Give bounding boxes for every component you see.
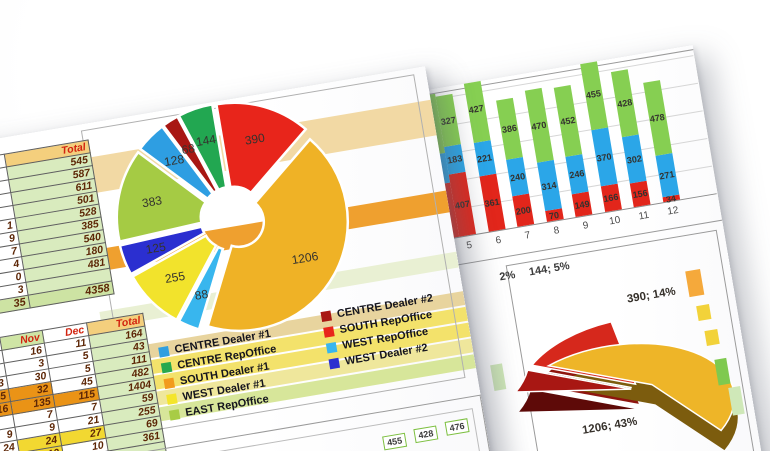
pie3d-slice-label: 390; 14% <box>626 285 677 305</box>
pie3d-slice-side <box>519 389 635 412</box>
pie3d-slice-centre-dealer-2 <box>514 369 632 393</box>
pie-slice-west-repoffice <box>177 245 225 331</box>
pie-slice-centre-repoffice <box>177 102 228 192</box>
legend-swatch <box>163 377 175 389</box>
pie-slice-label: 1206 <box>291 249 320 267</box>
paper-sheet-right: 407 183 327 5 361 221 427 6 200 240 386 7 70 314 470 8 1… <box>380 45 770 451</box>
nov-dec-table: Nov Dec Total 16 11 164 3 5 43 3 30 5 111 45 32 45 482 16… <box>0 313 167 451</box>
x-axis-tick-label: 11 <box>637 209 650 223</box>
pie-slice-west-dealer-1 <box>130 233 218 322</box>
legend-swatch <box>168 408 181 421</box>
table-cell: 24 <box>0 440 20 451</box>
legend-swatch <box>160 361 173 373</box>
pie-slice-label: 390 <box>244 130 266 147</box>
x-axis-tick-label: 5 <box>465 239 474 252</box>
x-axis-tick-label: 8 <box>552 225 561 237</box>
pie-slice-centre-dealer-2 <box>161 114 219 195</box>
legend-swatch <box>328 357 340 369</box>
pie-slice-label: 128 <box>163 152 185 169</box>
cut-chart-fragment <box>696 304 712 321</box>
pie-slice-label: 88 <box>194 287 210 303</box>
total-cell: 35 <box>0 295 31 316</box>
stacked-bar-chart: 407 183 327 5 361 221 427 6 200 240 386 7 70 314 470 8 1… <box>410 49 721 266</box>
pie-slice-label: 125 <box>145 239 167 256</box>
legend-swatch <box>158 345 170 358</box>
pie3d-chart: 390; 14% 1206; 43% <box>514 285 738 451</box>
x-axis-tick-label: 12 <box>666 204 680 218</box>
pie-slice-south-dealer-1 <box>206 137 350 333</box>
pie-slice-east-repoffice <box>115 150 208 244</box>
x-axis-tick-label: 6 <box>494 234 503 247</box>
legend-swatch <box>325 341 338 354</box>
paper-sheet-left: 390 1206 88 255 125 383 128 68 144 CENTRE Dealer… <box>0 66 532 451</box>
legend-swatch <box>320 309 332 322</box>
cut-chart-fragment <box>704 328 720 346</box>
pie-slice-label: 383 <box>141 193 163 210</box>
legend-swatch <box>166 392 178 405</box>
pie-slice-centre-dealer-1 <box>138 124 215 201</box>
x-axis-tick-label: 9 <box>582 220 590 232</box>
pie-slice-south-repoffice <box>214 101 308 195</box>
pie-slice-west-dealer-2 <box>118 225 206 276</box>
pie3d-slice-centre-repoffice <box>528 367 632 389</box>
pie-slice-label: 68 <box>181 141 197 157</box>
pie-slice-label: 255 <box>164 269 186 286</box>
legend-swatch <box>323 325 335 338</box>
pie-slice-label: 144 <box>195 132 217 149</box>
bar-value-label: 70 <box>548 209 560 221</box>
pie3d-slice-label: 1206; 43% <box>581 416 638 437</box>
x-axis-tick-label: 7 <box>523 229 532 242</box>
x-axis-tick-label: 10 <box>608 214 622 228</box>
